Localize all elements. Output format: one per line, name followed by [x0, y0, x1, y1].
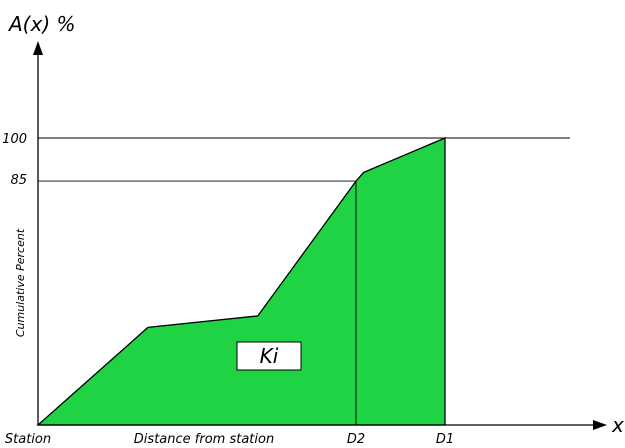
y-axis-title: A(x) % [7, 12, 75, 36]
y-axis-arrowhead [33, 41, 43, 55]
x-tick-d1: D1 [436, 432, 454, 447]
ki-label: Ki [260, 344, 279, 368]
x-axis-description: Distance from station [134, 432, 274, 447]
ki-label-box [236, 341, 302, 371]
x-tick-station: Station [5, 432, 51, 447]
x-axis-arrowhead [593, 420, 607, 430]
x-axis-title: x [611, 413, 624, 437]
y-tick-100: 100 [2, 132, 27, 147]
y-tick-85: 85 [10, 173, 27, 188]
x-tick-d2: D2 [347, 432, 365, 447]
y-axis-side-label: Cumulative Percent [14, 228, 27, 337]
cumulative-area [36, 137, 446, 426]
